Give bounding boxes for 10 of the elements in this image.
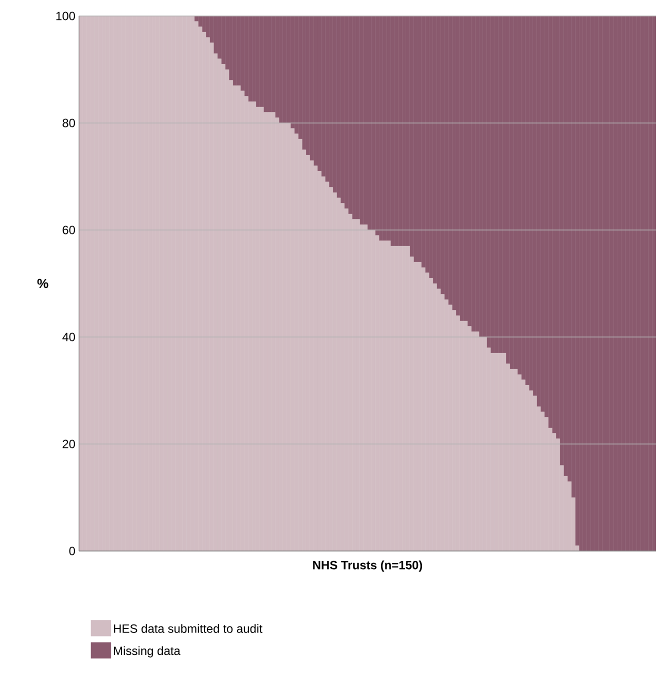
y-axis-title: % — [37, 278, 48, 288]
y-tick-label: 0 — [69, 546, 76, 556]
y-tick-label: 40 — [62, 332, 75, 342]
y-tick-label: 100 — [56, 12, 75, 20]
x-axis-title: NHS Trusts (n=150) — [313, 560, 422, 572]
y-tick-label: 20 — [62, 440, 75, 448]
y-tick-label: 80 — [62, 118, 75, 128]
y-tick-label: 60 — [62, 226, 75, 234]
legend-label: Missing data — [114, 646, 180, 658]
legend-label: HES data submitted to audit — [114, 624, 262, 633]
